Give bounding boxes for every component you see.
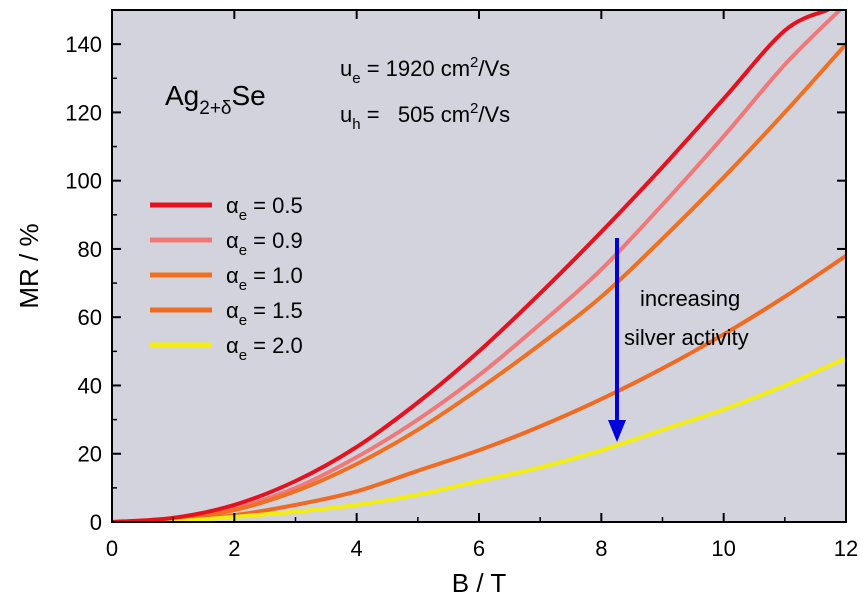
arrow-head [608, 420, 626, 442]
x-tick-label: 2 [228, 536, 240, 561]
y-tick-label: 100 [65, 169, 102, 194]
x-tick-label: 8 [595, 536, 607, 561]
legend-label-4: αe = 2.0 [226, 333, 303, 364]
legend: αe = 0.5 αe = 0.9 αe = 1.0 αe = 1.5 αe = 2.0 [150, 193, 303, 364]
annotation-line-1: increasing [640, 286, 740, 311]
y-axis-title: MR / % [14, 223, 44, 308]
y-tick-label: 40 [78, 373, 102, 398]
legend-label-3: αe = 1.5 [226, 298, 303, 329]
series-line-0 [112, 10, 830, 522]
series-line-2 [112, 42, 846, 522]
plot-background [112, 10, 846, 522]
x-tick-label: 12 [834, 536, 858, 561]
y-tick-label: 20 [78, 442, 102, 467]
compound-label: Ag2+δSe [165, 80, 266, 119]
x-tick-label: 10 [711, 536, 735, 561]
legend-label-2: αe = 1.0 [226, 263, 303, 294]
x-axis-title: B / T [452, 568, 507, 598]
y-tick-label: 140 [65, 32, 102, 57]
y-tick-label: 120 [65, 100, 102, 125]
hole-mobility-label: uh = 505 cm2/Vs [340, 100, 510, 133]
annotation-line-2: silver activity [624, 325, 749, 350]
y-tick-label: 80 [78, 237, 102, 262]
x-tick-label: 6 [473, 536, 485, 561]
x-tick-label: 4 [351, 536, 363, 561]
legend-label-0: αe = 0.5 [226, 193, 303, 224]
electron-mobility-label: ue = 1920 cm2/Vs [340, 54, 510, 87]
y-tick-label: 0 [90, 510, 102, 535]
x-tick-label: 0 [106, 536, 118, 561]
y-tick-label: 60 [78, 305, 102, 330]
activity-arrow [608, 238, 626, 442]
legend-label-1: αe = 0.9 [226, 228, 303, 259]
